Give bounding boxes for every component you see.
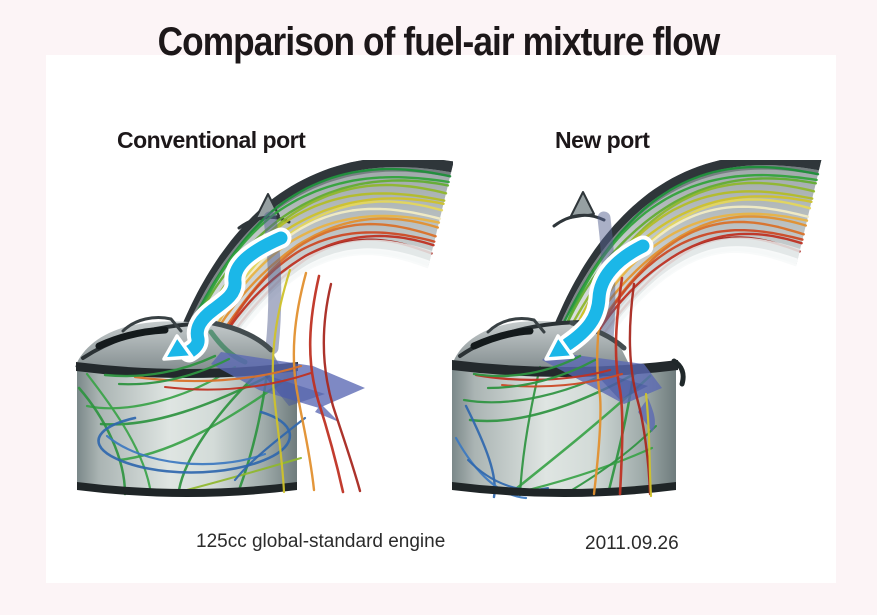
new-port-cfd-figure bbox=[452, 160, 822, 500]
engine-caption: 125cc global-standard engine bbox=[196, 531, 446, 552]
flow-arrow bbox=[544, 235, 654, 361]
valve-exit-streamlines bbox=[103, 268, 362, 494]
valve-exit-streamlines bbox=[472, 272, 653, 498]
label-new-port: New port bbox=[555, 127, 650, 153]
label-conventional-port: Conventional port bbox=[117, 127, 306, 153]
flow-arrow bbox=[162, 227, 292, 363]
fuel-air-streamlines bbox=[550, 165, 820, 367]
date-caption: 2011.09.26 bbox=[585, 533, 679, 554]
page-title: Comparison of fuel-air mixture flow bbox=[157, 20, 721, 64]
conventional-port-cfd-figure bbox=[75, 160, 453, 497]
